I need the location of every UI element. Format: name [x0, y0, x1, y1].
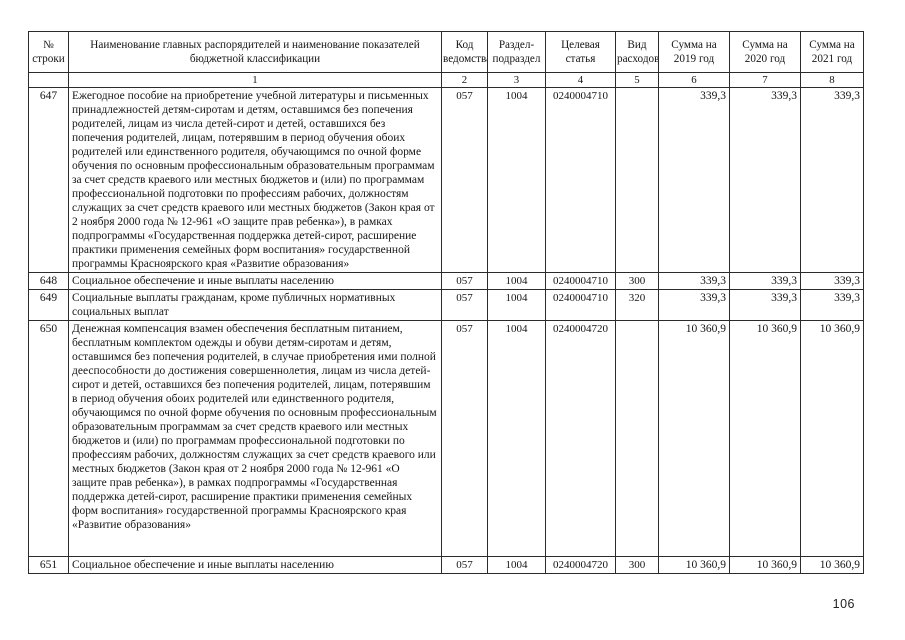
col-index-8: 8 [800, 72, 864, 88]
page-number: 106 [832, 597, 855, 611]
row-649-expense-type: 320 [615, 289, 659, 321]
col-index-5: 5 [615, 72, 659, 88]
table-row-648: 648 Социальное обеспечение и иные выплат… [28, 272, 864, 290]
row-649-target-item: 0240004710 [545, 289, 616, 321]
row-647-target-item: 0240004710 [545, 87, 616, 273]
column-index-row: 1 2 3 4 5 6 7 8 [28, 72, 864, 88]
col-index-2: 2 [441, 72, 488, 88]
row-647-number: 647 [28, 87, 69, 273]
row-649-department-code: 057 [441, 289, 488, 321]
row-650-name: Денежная компенсация взамен обеспечения … [68, 320, 442, 557]
budget-table: № строки Наименование главных распорядит… [28, 31, 864, 574]
row-650-sum-2020: 10 360,9 [729, 320, 801, 557]
row-651-number: 651 [28, 556, 69, 574]
row-650-sum-2019: 10 360,9 [658, 320, 730, 557]
row-648-section-subsection: 1004 [487, 272, 546, 290]
table-row-650: 650 Денежная компенсация взамен обеспече… [28, 320, 864, 557]
row-647-sum-2019: 339,3 [658, 87, 730, 273]
row-648-name: Социальное обеспечение и иные выплаты на… [68, 272, 442, 290]
row-650-department-code: 057 [441, 320, 488, 557]
row-649-sum-2020: 339,3 [729, 289, 801, 321]
header-row: № строки Наименование главных распорядит… [28, 31, 864, 73]
col-index-3: 3 [487, 72, 546, 88]
row-651-name: Социальное обеспечение и иные выплаты на… [68, 556, 442, 574]
row-651-sum-2020: 10 360,9 [729, 556, 801, 574]
row-648-department-code: 057 [441, 272, 488, 290]
row-651-section-subsection: 1004 [487, 556, 546, 574]
col-index-4: 4 [545, 72, 616, 88]
row-649-sum-2019: 339,3 [658, 289, 730, 321]
row-648-target-item: 0240004710 [545, 272, 616, 290]
table-row-647: 647 Ежегодное пособие на приобретение уч… [28, 87, 864, 273]
row-651-department-code: 057 [441, 556, 488, 574]
table-row-651: 651 Социальное обеспечение и иные выплат… [28, 556, 864, 574]
row-648-expense-type: 300 [615, 272, 659, 290]
col-index-7: 7 [729, 72, 801, 88]
table-row-649: 649 Социальные выплаты гражданам, кроме … [28, 289, 864, 321]
row-650-section-subsection: 1004 [487, 320, 546, 557]
row-650-number: 650 [28, 320, 69, 557]
row-648-number: 648 [28, 272, 69, 290]
row-651-expense-type: 300 [615, 556, 659, 574]
row-647-sum-2021: 339,3 [800, 87, 864, 273]
row-650-sum-2021: 10 360,9 [800, 320, 864, 557]
row-647-section-subsection: 1004 [487, 87, 546, 273]
row-651-target-item: 0240004720 [545, 556, 616, 574]
col-header-sum-2021: Сумма на 2021 год [800, 31, 864, 73]
col-header-target-item: Целевая статья [545, 31, 616, 73]
row-647-sum-2020: 339,3 [729, 87, 801, 273]
col-header-department-code: Код ведомства [441, 31, 488, 73]
row-649-name: Социальные выплаты гражданам, кроме публ… [68, 289, 442, 321]
row-650-target-item: 0240004720 [545, 320, 616, 557]
table-header: № строки Наименование главных распорядит… [28, 31, 864, 88]
row-651-sum-2021: 10 360,9 [800, 556, 864, 574]
col-header-row-num: № строки [28, 31, 69, 73]
row-651-sum-2019: 10 360,9 [658, 556, 730, 574]
col-index-1: 1 [68, 72, 442, 88]
row-650-expense-type [615, 320, 659, 557]
row-648-sum-2021: 339,3 [800, 272, 864, 290]
row-647-department-code: 057 [441, 87, 488, 273]
row-648-sum-2019: 339,3 [658, 272, 730, 290]
table-body: 647 Ежегодное пособие на приобретение уч… [28, 87, 864, 574]
row-647-expense-type [615, 87, 659, 273]
col-header-section-subsection: Раздел-подраздел [487, 31, 546, 73]
row-649-number: 649 [28, 289, 69, 321]
col-header-name: Наименование главных распорядителей и на… [68, 31, 442, 73]
col-header-expense-type: Вид расходов [615, 31, 659, 73]
col-index-6: 6 [658, 72, 730, 88]
row-649-sum-2021: 339,3 [800, 289, 864, 321]
row-649-section-subsection: 1004 [487, 289, 546, 321]
row-648-sum-2020: 339,3 [729, 272, 801, 290]
col-index-0 [28, 72, 69, 88]
row-647-name: Ежегодное пособие на приобретение учебно… [68, 87, 442, 273]
col-header-sum-2020: Сумма на 2020 год [729, 31, 801, 73]
col-header-sum-2019: Сумма на 2019 год [658, 31, 730, 73]
